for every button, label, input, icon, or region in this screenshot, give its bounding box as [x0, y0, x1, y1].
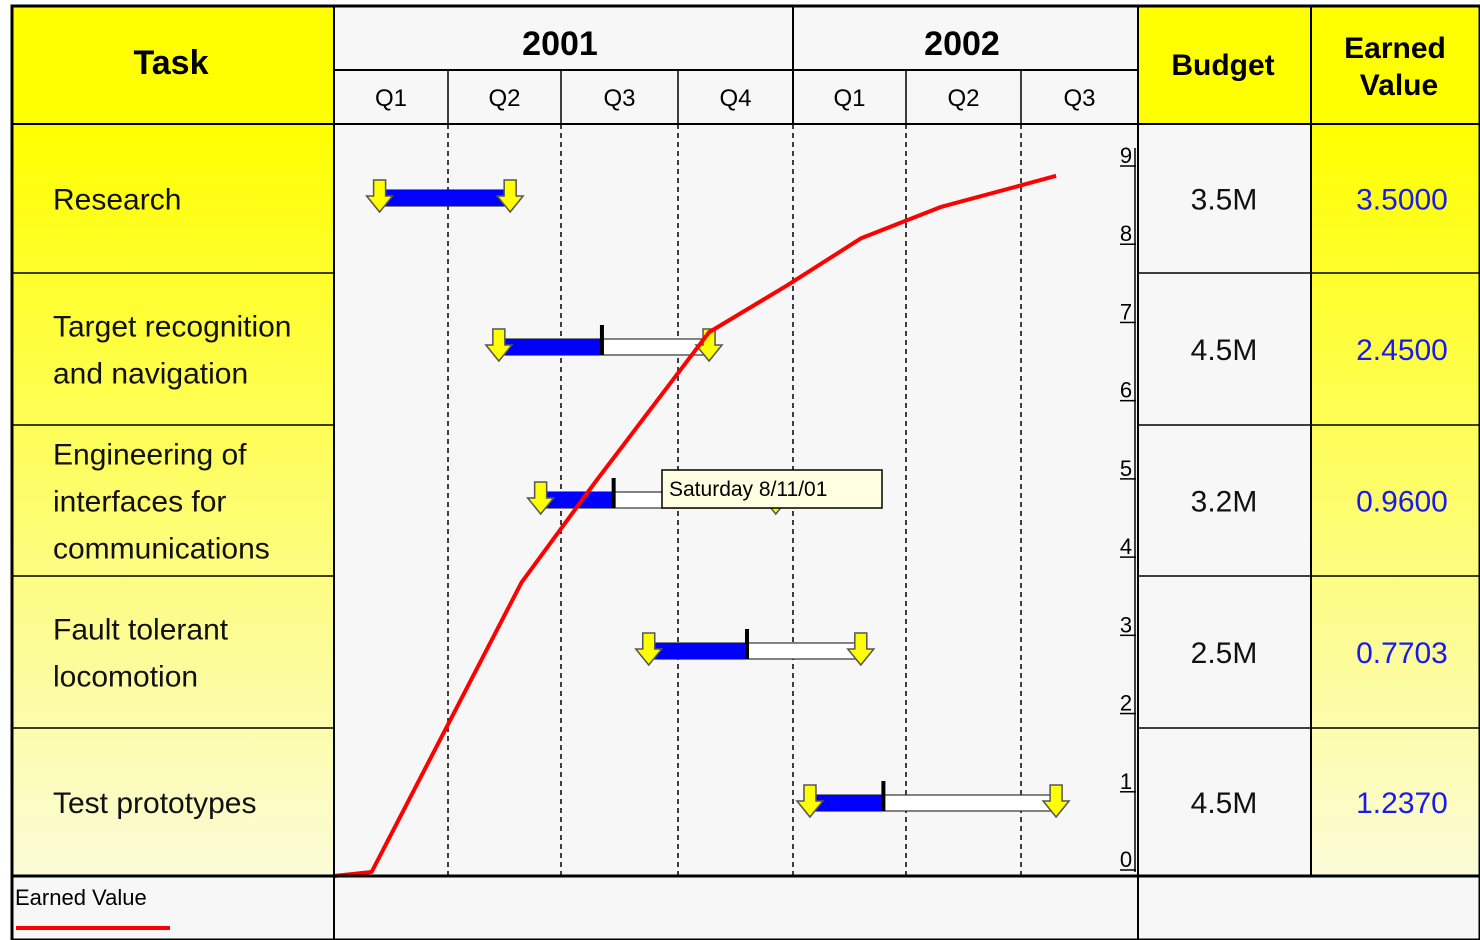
- budget-value: 3.2M: [1191, 486, 1258, 519]
- earned-value-line: [333, 173, 1057, 878]
- milestone-arrow: [365, 179, 395, 214]
- task-name: Fault tolerant: [53, 614, 229, 647]
- earned-value: 1.2370: [1356, 787, 1448, 820]
- legend-label: Earned Value: [15, 885, 147, 910]
- budget-value: 4.5M: [1191, 787, 1258, 820]
- task-rows: Research 3.5M 3.5000 Target recognition and …: [53, 184, 1448, 821]
- ev-header-line1: Earned: [1344, 32, 1446, 65]
- task-name: Engineering of: [53, 439, 247, 472]
- milestone-arrow: [526, 481, 556, 516]
- footer-bg: [12, 876, 1480, 940]
- milestone-arrow: [1041, 784, 1071, 819]
- ev-header-line2: Value: [1360, 69, 1438, 102]
- earned-value: 3.5000: [1356, 184, 1448, 217]
- task-name: and navigation: [53, 358, 248, 391]
- y-tick-label: 1: [1120, 769, 1132, 794]
- budget-value: 3.5M: [1191, 184, 1258, 217]
- quarter-label: Q3: [603, 85, 635, 112]
- milestone-arrow: [495, 179, 525, 214]
- ev-header-cell: [1311, 6, 1480, 124]
- y-axis: 0 1 2 3 4 5 6 7 8 9: [1120, 143, 1136, 872]
- earned-value: 2.4500: [1356, 334, 1448, 367]
- y-tick-label: 3: [1120, 612, 1132, 637]
- quarter-header-separators: [447, 70, 1022, 124]
- y-tick-label: 6: [1120, 378, 1132, 403]
- timeline-header-cell: [334, 6, 1138, 124]
- bar-done: [379, 190, 511, 206]
- task-name: Test prototypes: [53, 787, 256, 820]
- row-separators: [12, 272, 1480, 729]
- ev-column-bg: [1311, 124, 1480, 876]
- bar-done: [809, 795, 884, 811]
- y-tick-label: 9: [1120, 143, 1132, 168]
- earned-value: 0.9600: [1356, 486, 1448, 519]
- task-header-cell: [12, 6, 334, 124]
- milestone-arrow: [484, 328, 514, 363]
- task-bar: [484, 325, 724, 363]
- task-name: communications: [53, 533, 270, 566]
- date-tooltip: Saturday 8/11/01: [661, 469, 883, 509]
- bar-done: [498, 339, 602, 355]
- quarter-label: Q3: [1063, 85, 1095, 112]
- y-tick-label: 4: [1120, 534, 1132, 559]
- task-column-bg: [12, 124, 334, 876]
- bar-done: [540, 492, 614, 508]
- y-tick-label: 8: [1120, 221, 1132, 246]
- task-name: Research: [53, 184, 181, 217]
- y-tick-label: 2: [1120, 691, 1132, 716]
- task-bars: [365, 179, 1071, 819]
- y-tick-label: 7: [1120, 299, 1132, 324]
- budget-column-bg: [1138, 124, 1311, 876]
- quarter-label: Q4: [719, 85, 751, 112]
- y-tick-label: 5: [1120, 456, 1132, 481]
- year-2002-header: 2002: [924, 25, 1000, 63]
- task-name: Target recognition: [53, 311, 291, 344]
- y-tick-label: 0: [1120, 847, 1132, 872]
- task-name: locomotion: [53, 661, 198, 694]
- task-name: interfaces for: [53, 486, 226, 519]
- milestone-arrow: [795, 784, 825, 819]
- quarter-label: Q2: [488, 85, 520, 112]
- budget-value: 4.5M: [1191, 334, 1258, 367]
- earned-value: 0.7703: [1356, 637, 1448, 670]
- task-bar: [795, 781, 1071, 819]
- milestone-arrow: [846, 632, 876, 667]
- task-bar: [634, 629, 876, 667]
- tooltip-text: Saturday 8/11/01: [669, 478, 827, 501]
- table-borders: [10, 4, 1480, 940]
- budget-value: 2.5M: [1191, 637, 1258, 670]
- budget-header-cell: [1138, 6, 1311, 124]
- quarter-label: Q2: [947, 85, 979, 112]
- quarter-label: Q1: [375, 85, 407, 112]
- budget-header: Budget: [1171, 49, 1274, 82]
- quarter-label: Q1: [833, 85, 865, 112]
- bar-done: [648, 643, 747, 659]
- task-header: Task: [134, 44, 209, 82]
- task-bar: [365, 179, 525, 214]
- milestone-arrow: [634, 632, 664, 667]
- quarter-labels: Q1 Q2 Q3 Q4 Q1 Q2 Q3: [375, 85, 1096, 112]
- year-2001-header: 2001: [522, 25, 598, 63]
